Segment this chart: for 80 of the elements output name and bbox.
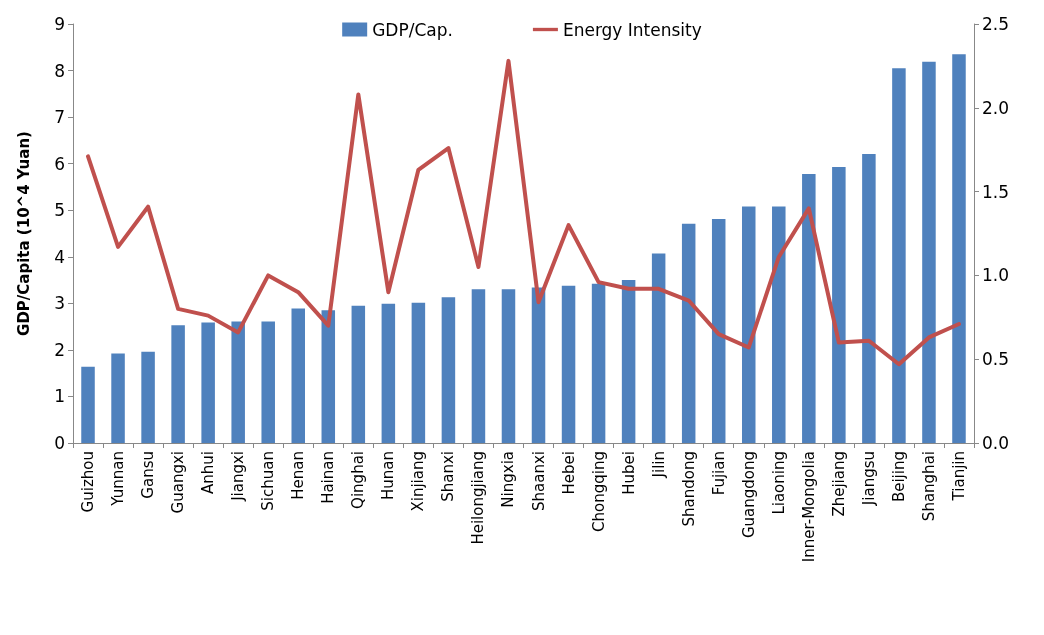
y2-tick-label: 0.0 <box>982 433 1010 453</box>
bar <box>591 283 606 443</box>
bar <box>201 322 215 443</box>
bar <box>381 303 396 443</box>
bar <box>892 68 906 443</box>
x-tick-label: Hainan <box>319 451 338 504</box>
y-tick-label: 8 <box>54 60 65 81</box>
y-tick-label: 7 <box>54 107 65 128</box>
bar <box>862 153 876 443</box>
x-tick-label: Guangdong <box>739 451 758 539</box>
x-tick-label: Hebei <box>559 451 578 495</box>
y-tick-label: 0 <box>54 433 65 453</box>
bar <box>441 297 456 443</box>
x-tick-label: Shaanxi <box>529 451 548 511</box>
y-axis-title: GDP/Capita (10^4 Yuan) <box>14 131 33 336</box>
y-tick-label: 1 <box>54 386 65 407</box>
bar <box>171 325 185 443</box>
x-tick-label: Xinjiang <box>409 451 428 512</box>
y2-tick-label: 1.5 <box>982 181 1010 202</box>
x-tick-label: Gansu <box>139 451 158 499</box>
y-tick-label: 3 <box>54 293 65 314</box>
x-tick-label: Heilongjiang <box>469 451 488 545</box>
bar <box>772 206 786 443</box>
x-tick-label: Shandong <box>679 451 698 527</box>
x-tick-label: Jiangxi <box>229 451 248 502</box>
bar <box>411 302 426 443</box>
bar <box>471 289 486 443</box>
y-tick-label: 2 <box>54 339 65 360</box>
x-tick-label: Hunan <box>379 451 398 500</box>
bar <box>231 321 245 443</box>
bar <box>321 310 336 443</box>
y-tick-label: 6 <box>54 153 65 174</box>
x-tick-label: Fujian <box>709 451 728 496</box>
x-tick-label: Shanxi <box>439 451 458 502</box>
bar <box>351 305 366 443</box>
x-tick-label: Chongqing <box>589 451 608 532</box>
bar <box>952 54 966 443</box>
y2-tick-label: 1.0 <box>982 265 1010 286</box>
x-tick-label: Yunnan <box>109 451 128 507</box>
y-tick-label: 4 <box>54 246 65 267</box>
bar <box>531 287 546 443</box>
bar <box>681 223 696 443</box>
bar <box>501 289 516 443</box>
x-tick-label: Sichuan <box>259 451 278 511</box>
legend-label: GDP/Cap. <box>372 19 453 40</box>
bar <box>261 321 275 443</box>
bar <box>621 280 636 443</box>
bar <box>141 351 155 443</box>
y-tick-label: 5 <box>54 200 65 221</box>
x-tick-label: Guizhou <box>79 451 98 513</box>
bar <box>922 61 936 443</box>
y2-tick-label: 2.5 <box>982 14 1010 34</box>
x-tick-label: Inner-Mongolia <box>799 451 818 563</box>
y2-tick-label: 2.0 <box>982 97 1010 118</box>
x-tick-label: Jiangsu <box>859 451 878 507</box>
x-tick-label: Henan <box>289 451 308 500</box>
bar <box>561 285 576 443</box>
bar <box>651 253 666 443</box>
y-tick-label: 9 <box>54 14 65 34</box>
bar <box>81 366 95 443</box>
x-tick-label: Shanghai <box>919 451 938 522</box>
bar <box>741 206 756 443</box>
bar <box>711 219 726 443</box>
x-tick-label: Tianjin <box>949 451 968 502</box>
x-tick-label: Anhui <box>199 451 218 494</box>
x-tick-label: Qinghai <box>349 451 368 509</box>
line-series <box>86 58 961 367</box>
x-tick-label: Guangxi <box>169 451 188 514</box>
bar <box>291 308 306 443</box>
x-tick-label: Ningxia <box>499 451 518 508</box>
x-tick-label: Jilin <box>649 451 668 479</box>
bar <box>802 173 816 443</box>
y2-tick-label: 0.5 <box>982 349 1010 370</box>
x-tick-label: Liaoning <box>769 451 788 515</box>
x-tick-label: Beijing <box>889 451 908 503</box>
x-tick-label: Zhejiang <box>829 451 848 517</box>
x-tick-label: Hubei <box>619 451 638 495</box>
bar <box>832 166 846 443</box>
legend-label: Energy Intensity <box>562 19 702 40</box>
bar <box>111 353 125 443</box>
